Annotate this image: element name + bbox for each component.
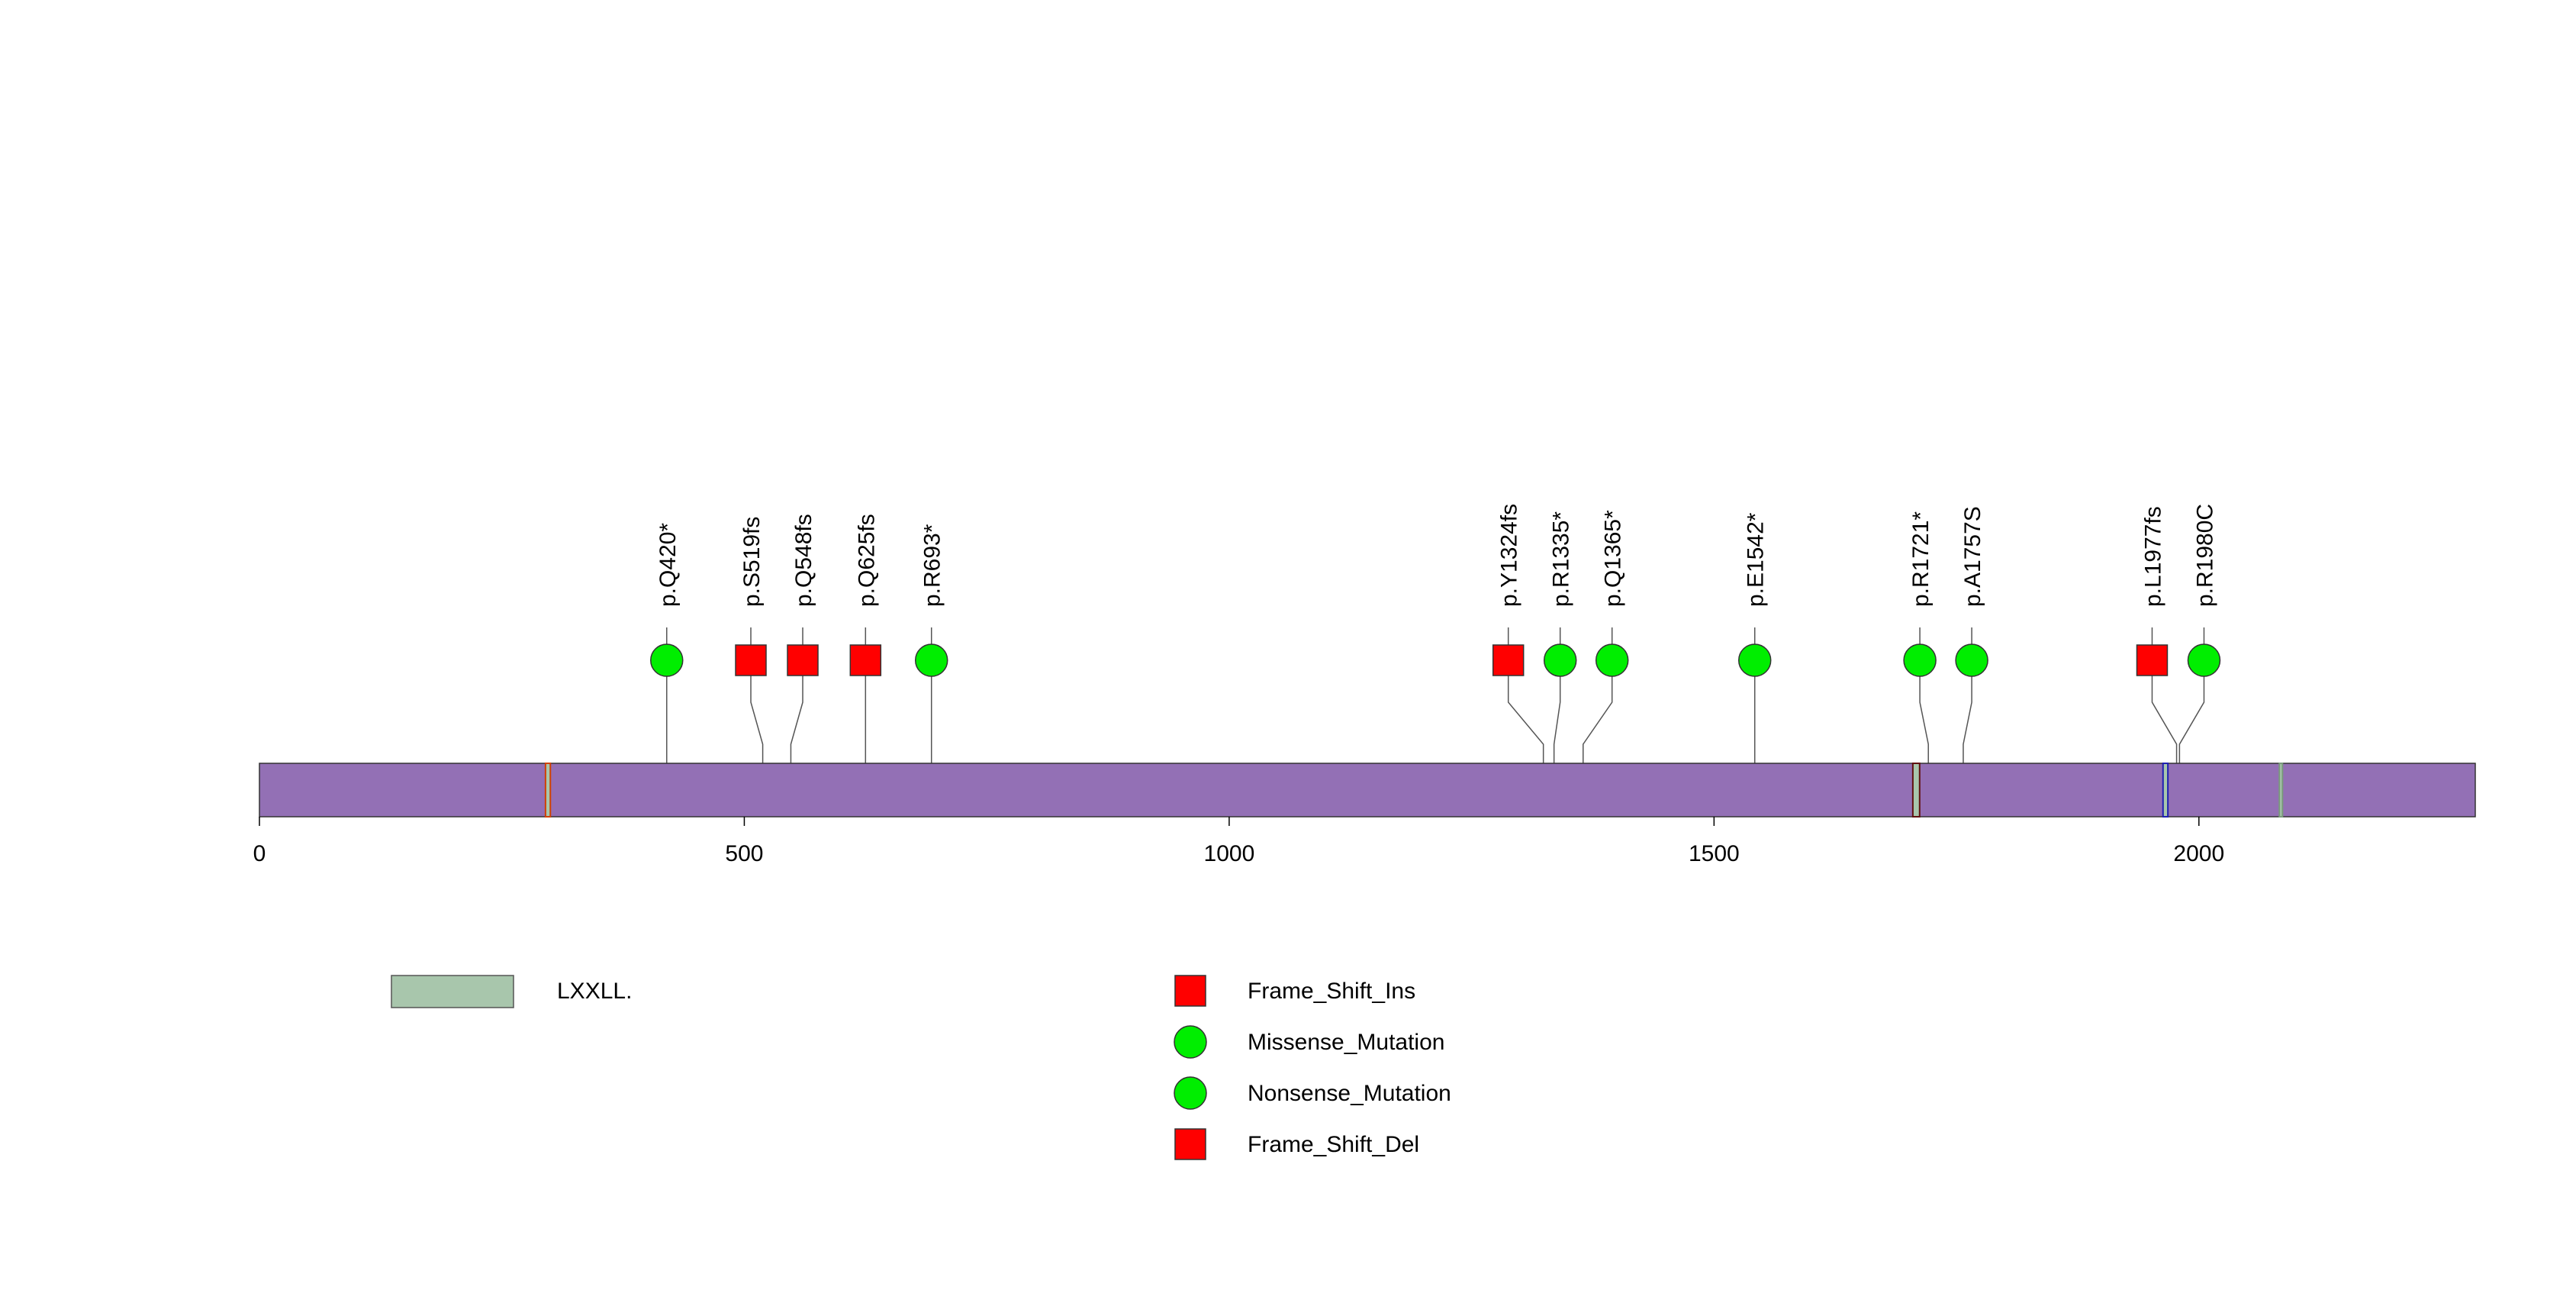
- mutation-label: p.Y1324fs: [1497, 504, 1522, 607]
- domain-region: [544, 763, 552, 818]
- mutation-label: p.S519fs: [739, 517, 765, 607]
- mutation-markers: [650, 643, 2221, 677]
- legend-type-label: Missense_Mutation: [1248, 1030, 1444, 1055]
- mutation-label: p.R693*: [920, 524, 945, 607]
- mutation-label: p.R1335*: [1549, 511, 1574, 607]
- mutation-marker: [1737, 643, 1772, 677]
- mutation-marker: [914, 643, 948, 677]
- axis-tick-label: 1500: [1689, 841, 1740, 866]
- mutation-label: p.Q548fs: [791, 514, 816, 607]
- mutation-label: p.Q625fs: [854, 514, 879, 607]
- domain-region: [1911, 763, 1921, 818]
- axis-tick-label: 500: [725, 841, 763, 866]
- mutation-label: p.R1980C: [2192, 504, 2217, 607]
- axis-tick-label: 0: [253, 841, 266, 866]
- mutation-marker: [1595, 643, 1629, 677]
- mutation-label: p.Q420*: [655, 523, 681, 607]
- legend-square-icon: [1174, 1128, 1206, 1160]
- axis-tick-label: 2000: [2173, 841, 2224, 866]
- frameshift-marker: [787, 644, 819, 676]
- mutation-labels: p.Q420* p.S519fs p.Q548fs p.Q625fs p.R693* p.…: [655, 504, 2218, 607]
- legend-type-label: Nonsense_Mutation: [1248, 1081, 1451, 1106]
- mutation-label: p.Q1365*: [1601, 510, 1626, 607]
- axis-tick-label: 1000: [1204, 841, 1255, 866]
- mutation-marker: [2187, 643, 2221, 677]
- mutation-label: p.A1757S: [1960, 506, 1985, 607]
- frameshift-marker: [2136, 644, 2169, 676]
- mutation-marker: [1955, 643, 1988, 677]
- protein-track: [259, 763, 2476, 818]
- legend-type-label: Frame_Shift_Ins: [1248, 979, 1415, 1004]
- frameshift-marker: [1492, 644, 1525, 676]
- legend-type-label: Frame_Shift_Del: [1248, 1132, 1419, 1157]
- legend-circle-icon: [1174, 1076, 1207, 1110]
- frameshift-marker: [735, 644, 767, 676]
- legend-domain-swatch: [391, 975, 514, 1008]
- mutation-label: p.L1977fs: [2140, 506, 2165, 607]
- legend-square-icon: [1174, 975, 1206, 1007]
- mutation-label: p.R1721*: [1908, 511, 1934, 607]
- frameshift-marker: [849, 644, 882, 676]
- legend: LXXLL. Frame_Shift_Ins Missense_Mutation No…: [391, 975, 1451, 1160]
- mutation-marker: [1543, 643, 1577, 677]
- domain-region: [2162, 763, 2169, 818]
- mutation-marker: [1903, 643, 1937, 677]
- legend-circle-icon: [1174, 1025, 1207, 1059]
- mutation-marker: [650, 643, 684, 677]
- x-axis: 0 500 1000 1500 2000: [253, 817, 2224, 866]
- domain-region: [2278, 763, 2284, 818]
- legend-domain-label: LXXLL.: [557, 979, 632, 1004]
- mutation-label: p.E1542*: [1744, 512, 1769, 607]
- protein-backbone: [259, 763, 2476, 818]
